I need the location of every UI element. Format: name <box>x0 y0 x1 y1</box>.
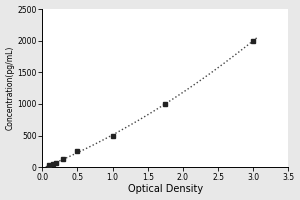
X-axis label: Optical Density: Optical Density <box>128 184 203 194</box>
Y-axis label: Concentration(pg/mL): Concentration(pg/mL) <box>6 46 15 130</box>
